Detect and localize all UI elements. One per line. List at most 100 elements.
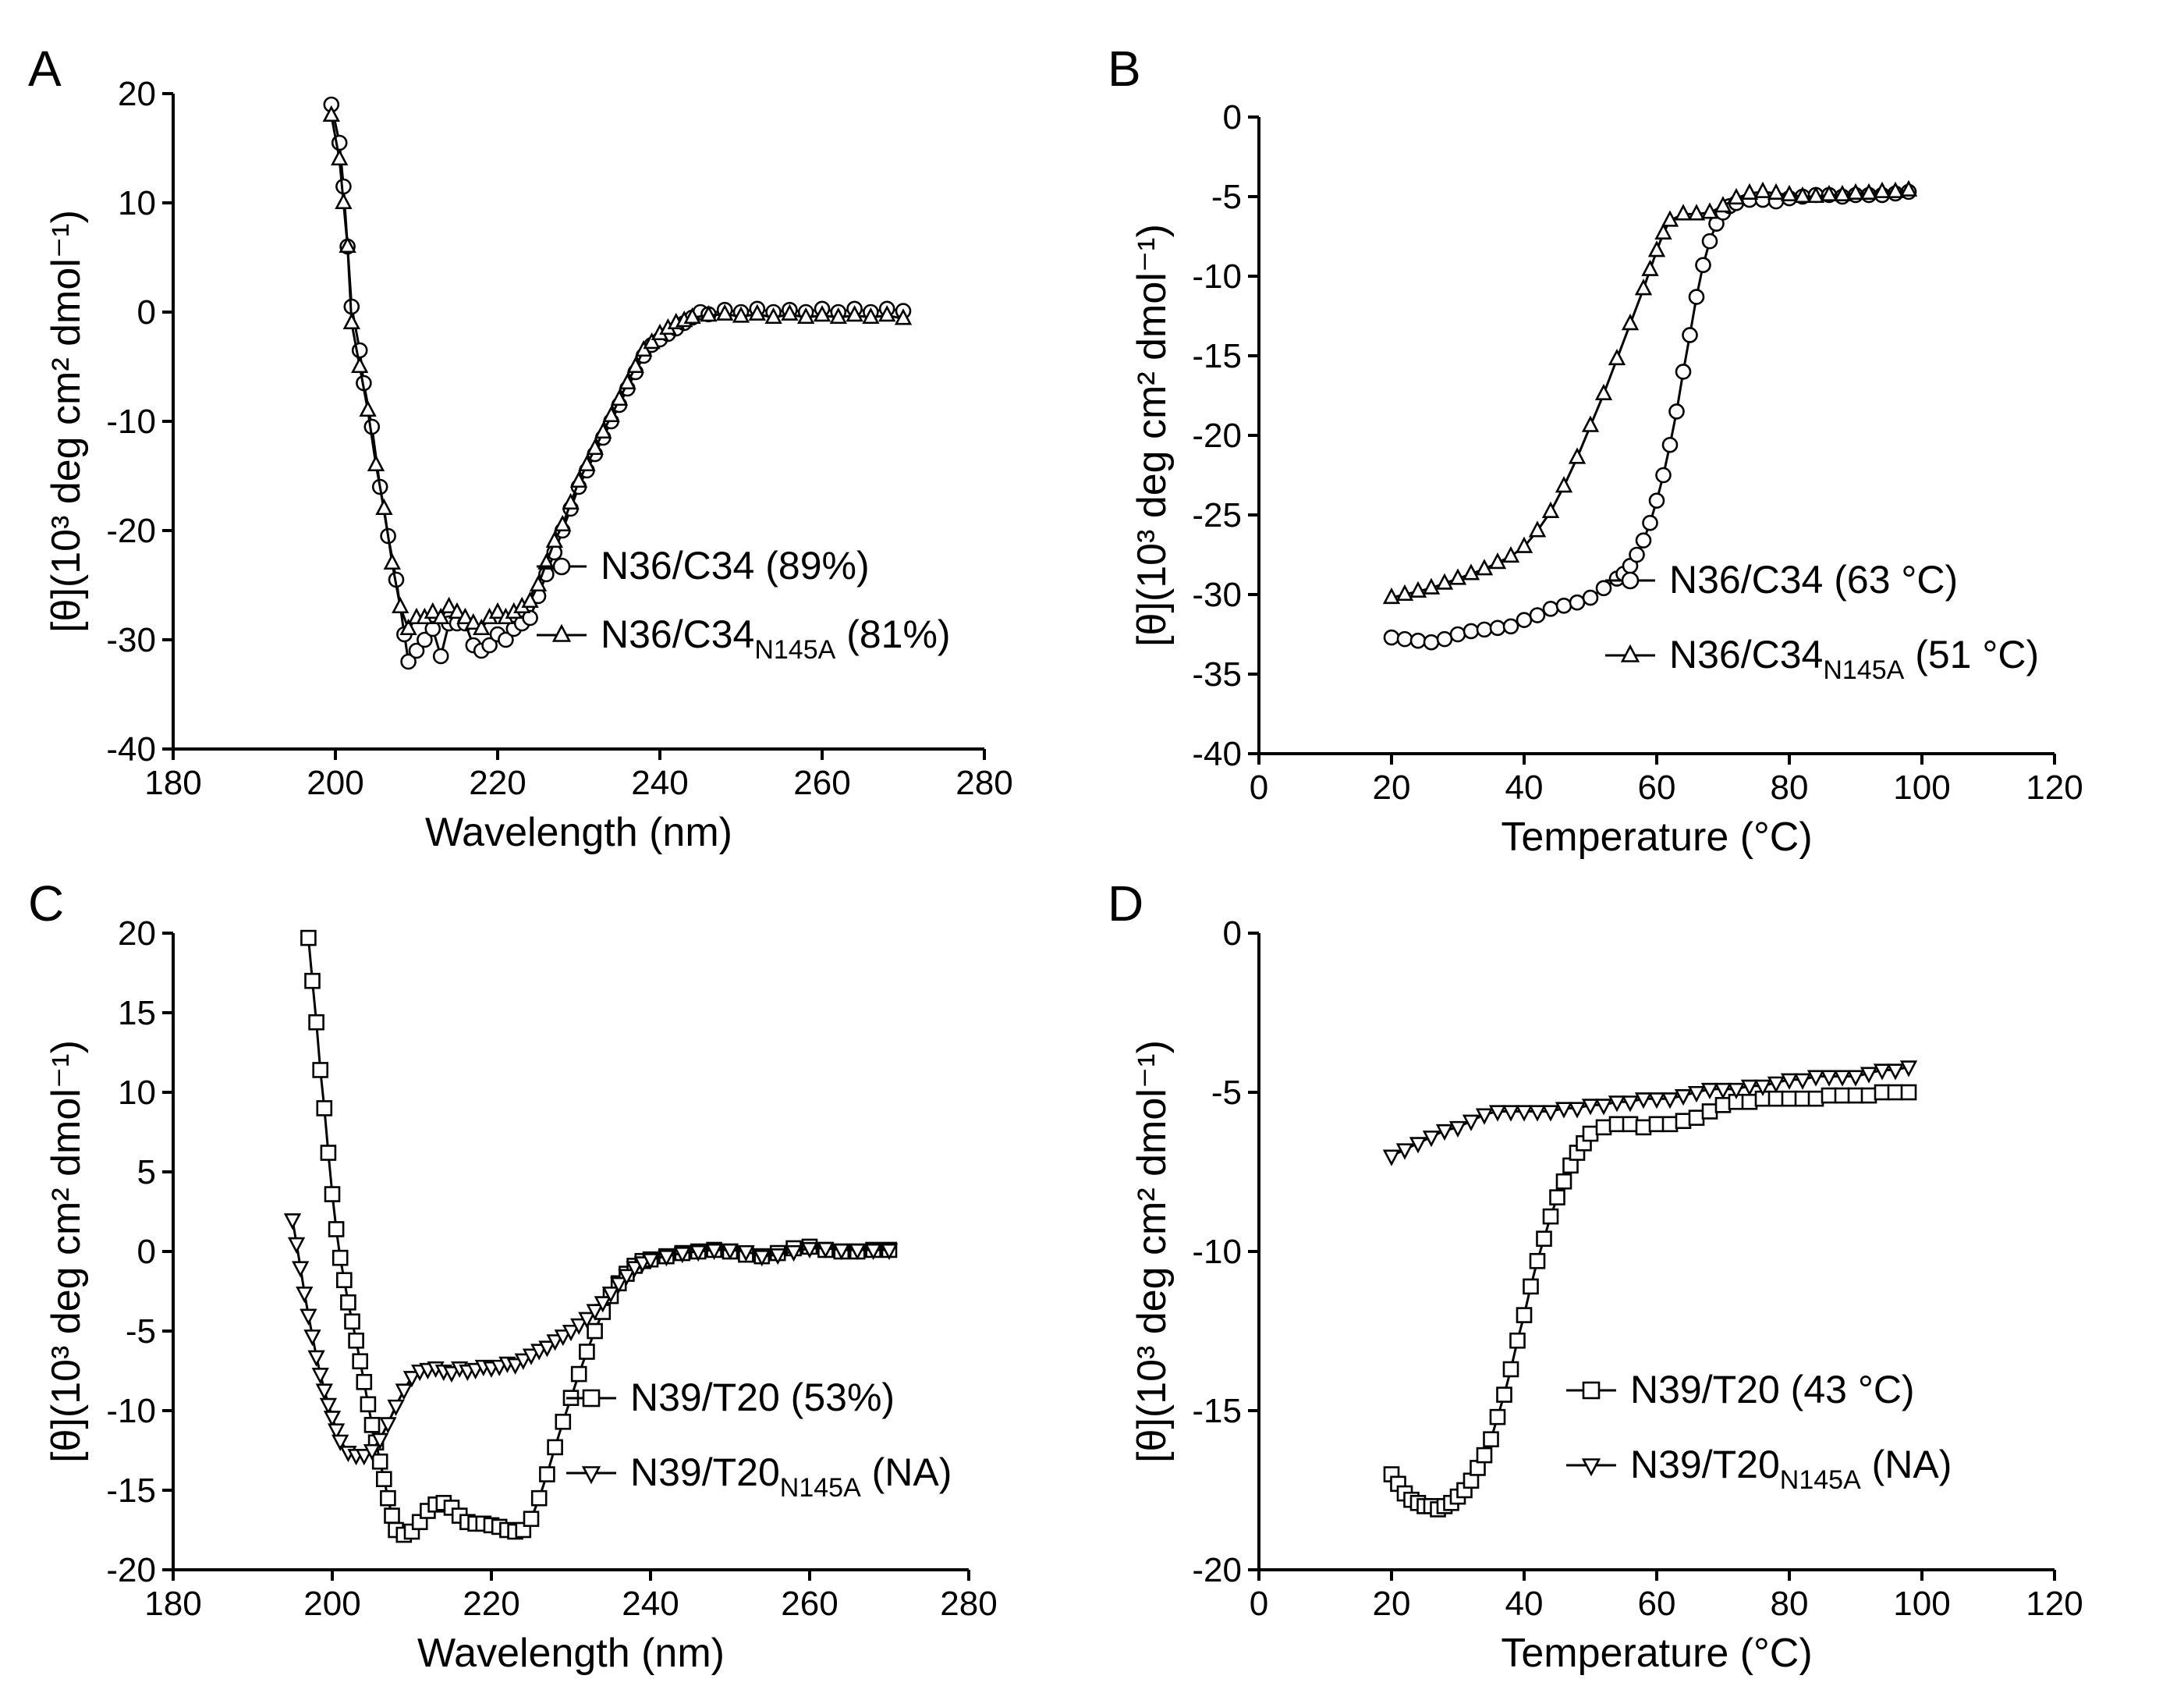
data-point <box>1635 532 1652 548</box>
data-point <box>292 1261 310 1278</box>
data-point <box>1502 618 1519 635</box>
data-point <box>570 1365 587 1383</box>
data-point <box>1675 364 1692 380</box>
series-1 <box>1382 179 1918 605</box>
panel-label: C <box>28 875 64 932</box>
legend-item: N36/C34 (63 °C) <box>1605 558 1958 602</box>
data-point <box>1899 1060 1918 1077</box>
data-point <box>1621 314 1640 331</box>
data-point <box>331 148 349 166</box>
data-point <box>1549 1189 1565 1205</box>
data-point <box>383 552 401 570</box>
data-point <box>1648 1116 1665 1133</box>
data-point <box>569 470 588 488</box>
legend-label: N36/C34N145A (81%) <box>601 612 951 665</box>
data-point <box>626 356 644 374</box>
y-tick-label: -20 <box>106 1551 156 1589</box>
data-point <box>1688 289 1705 305</box>
data-point <box>1595 580 1612 597</box>
legend-suffix: (63 °C) <box>1823 558 1958 602</box>
data-point <box>375 498 393 516</box>
legend-item: N39/T20 (53%) <box>566 1376 895 1419</box>
data-point <box>1581 415 1600 432</box>
data-point <box>1529 1252 1546 1269</box>
data-point <box>1647 1092 1666 1109</box>
data-point <box>619 372 636 390</box>
x-tick-label: 240 <box>631 764 688 802</box>
legend-label: N39/T20N145A (NA) <box>1630 1443 1952 1495</box>
data-point <box>1395 584 1414 602</box>
panel-label: A <box>28 41 62 97</box>
legend-label: N39/T20 (53%) <box>630 1376 895 1419</box>
data-point <box>456 607 474 625</box>
data-point <box>1608 348 1626 366</box>
legend-suffix: (NA) <box>1861 1443 1952 1486</box>
x-tick-label: 20 <box>1373 769 1411 807</box>
legend-name: N36/C34 <box>601 612 754 656</box>
data-point <box>514 1353 532 1370</box>
y-tick-label: -5 <box>1211 178 1242 216</box>
data-point <box>547 1439 563 1456</box>
y-tick-label: -15 <box>1192 337 1242 375</box>
y-tick-label: 10 <box>118 184 156 222</box>
data-point <box>335 1272 353 1289</box>
data-point <box>1608 1116 1626 1133</box>
data-point <box>781 304 799 321</box>
data-point <box>1641 259 1659 276</box>
y-axis-label: [θ](10³ deg cm² dmol⁻¹) <box>44 1040 89 1463</box>
legend-name: N39/T20 <box>1630 1443 1780 1486</box>
legend-item: N39/T20 (43 °C) <box>1566 1368 1915 1411</box>
data-point <box>355 1449 373 1466</box>
y-tick-label: -30 <box>1192 576 1242 614</box>
x-axis-label: Temperature (°C) <box>1501 815 1812 860</box>
data-point <box>1834 1087 1851 1104</box>
data-point <box>308 1014 324 1031</box>
data-point <box>1714 1097 1732 1113</box>
data-point <box>1423 634 1440 651</box>
data-point <box>1594 383 1613 401</box>
y-tick-label: -15 <box>1192 1392 1242 1430</box>
data-point <box>1661 1116 1679 1133</box>
legend-marker-icon <box>1582 1381 1601 1400</box>
data-point <box>1874 1084 1891 1101</box>
data-point <box>348 1332 364 1349</box>
data-point <box>311 1368 329 1385</box>
legend: N39/T20 (43 °C) N39/T20N145A (NA) <box>1566 1368 1952 1495</box>
data-point <box>319 1397 338 1415</box>
data-point <box>1395 1143 1414 1160</box>
data-point <box>1475 559 1494 576</box>
data-point <box>1634 1092 1653 1109</box>
data-point <box>586 1304 604 1321</box>
data-point <box>748 304 766 321</box>
data-point <box>862 307 880 325</box>
y-axis-label: [θ](10³ deg cm² dmol⁻¹) <box>44 210 89 633</box>
data-point <box>538 1340 556 1358</box>
legend-name: N39/T20 <box>630 1450 780 1494</box>
data-point <box>424 620 441 637</box>
data-point <box>1661 436 1679 453</box>
data-point <box>359 399 377 417</box>
data-point <box>344 1313 360 1330</box>
data-point <box>339 236 356 254</box>
data-point <box>545 531 563 548</box>
x-tick-label: 40 <box>1505 1585 1544 1623</box>
x-tick-label: 220 <box>463 1585 519 1623</box>
data-point <box>522 609 538 627</box>
data-point <box>1793 1073 1812 1090</box>
data-point <box>1900 1084 1917 1101</box>
x-tick-label: 180 <box>144 764 201 802</box>
data-point <box>1435 1124 1454 1141</box>
legend-marker-icon <box>1621 571 1640 590</box>
data-point <box>705 1243 723 1261</box>
data-point <box>303 1329 321 1347</box>
data-point <box>335 192 353 210</box>
data-point <box>399 618 417 636</box>
data-point <box>1509 1332 1526 1349</box>
data-point <box>506 1358 524 1375</box>
data-point <box>683 307 701 325</box>
data-point <box>1668 403 1685 420</box>
data-point <box>328 1221 345 1237</box>
data-point <box>1740 183 1759 200</box>
data-point <box>1621 1095 1640 1113</box>
data-point <box>641 1253 660 1270</box>
